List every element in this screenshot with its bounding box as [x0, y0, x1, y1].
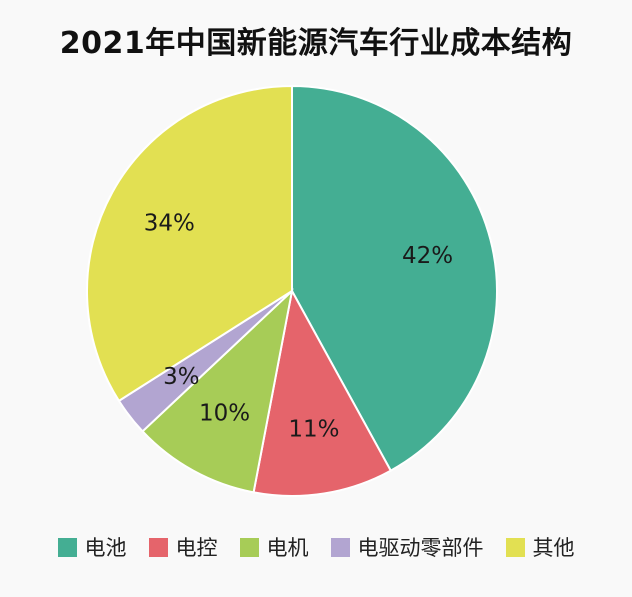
legend-item-3: 电机: [239, 532, 309, 562]
legend-swatch: [148, 537, 168, 557]
slice-label-1: 42%: [402, 243, 453, 269]
slice-label-3: 10%: [199, 401, 250, 427]
pie-slice-1: [291, 84, 498, 473]
legend-label: 其他: [532, 536, 575, 560]
legend: 电池 电控 电机 电驱动零部件 其他: [0, 532, 632, 562]
pie-slice-5: [86, 84, 293, 403]
legend-swatch: [330, 537, 350, 557]
pie-slice-2: [252, 288, 393, 497]
legend-item-5: 其他: [505, 532, 575, 562]
legend-swatch: [505, 537, 525, 557]
legend-item-2: 电控: [148, 532, 218, 562]
slice-label-2: 11%: [288, 416, 339, 442]
legend-label: 电机: [266, 536, 309, 560]
pie-slices: [86, 84, 498, 497]
chart-title: 2021年中国新能源汽车行业成本结构: [59, 26, 573, 61]
pie-slice-labels: 42% 11% 10% 3% 34%: [144, 211, 453, 443]
slice-label-5: 34%: [144, 211, 195, 237]
legend-label: 电驱动零部件: [357, 536, 484, 560]
legend-item-4: 电驱动零部件: [330, 532, 484, 562]
slice-label-4: 3%: [163, 364, 200, 390]
legend-swatch: [57, 537, 77, 557]
legend-label: 电控: [175, 536, 218, 560]
pie-slice-3: [141, 288, 294, 494]
legend-item-1: 电池: [57, 532, 127, 562]
legend-swatch: [239, 537, 259, 557]
legend-label: 电池: [84, 536, 127, 560]
